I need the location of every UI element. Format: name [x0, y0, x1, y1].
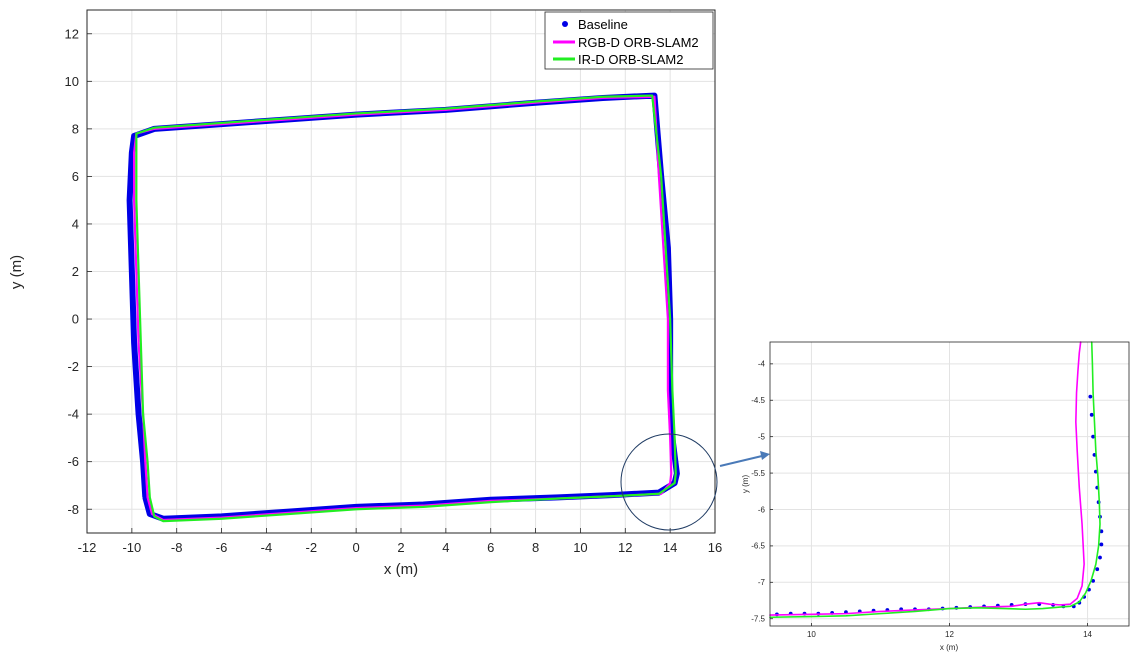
data-point-baseline — [129, 268, 135, 275]
data-point-baseline — [1089, 412, 1094, 417]
data-point-baseline — [1098, 555, 1102, 560]
x-tick-label: 14 — [663, 540, 677, 555]
y-tick-label: -6 — [67, 454, 79, 469]
x-tick-label: -6 — [216, 540, 228, 555]
zoom-arrow-head — [760, 451, 770, 460]
x-tick-label: -8 — [171, 540, 183, 555]
inset-tick-labels: 10 12 14 -7.5 -7 -6.5 -6 -5.5 -5 -4.5 -4 — [751, 360, 1092, 639]
data-point-baseline — [135, 411, 142, 417]
legend-label-baseline: Baseline — [578, 17, 628, 32]
y-tick-label: 8 — [72, 121, 79, 136]
series-line-rgb-d-orb-slam2 — [133, 95, 673, 522]
inset-x-axis-label: x (m) — [940, 643, 959, 652]
y-tick-label: 6 — [72, 169, 79, 184]
x-tick-label: -12 — [78, 540, 97, 555]
y-tick-label: 2 — [72, 264, 79, 279]
inset-plot: 10 12 14 -7.5 -7 -6.5 -6 -5.5 -5 -4.5 -4 x (m) y (… — [741, 341, 1130, 652]
legend: Baseline RGB-D ORB-SLAM2 IR-D ORB-SLAM2 — [544, 11, 714, 70]
main-plot: -12 -10 -8 -6 -4 -2 0 2 4 6 8 10 12 14 16 -8 -6 -4 -2 0 2 4 6 8… — [8, 9, 723, 578]
x-tick-label: 0 — [353, 540, 360, 555]
y-tick-label: -6.5 — [751, 542, 765, 551]
x-tick-label: 10 — [573, 540, 587, 555]
zoom-arrow — [719, 451, 770, 467]
x-tick-label: 12 — [618, 540, 632, 555]
data-point-baseline — [1091, 434, 1095, 439]
x-tick-label: 2 — [397, 540, 404, 555]
data-point-baseline — [131, 340, 137, 346]
zoom-arrow-shaft — [719, 455, 763, 467]
main-x-axis-label: x (m) — [384, 561, 418, 578]
series-band-baseline — [126, 92, 680, 522]
x-tick-label: 4 — [442, 540, 449, 555]
y-tick-label: -4.5 — [751, 396, 765, 405]
y-tick-label: 10 — [65, 74, 79, 89]
legend-label-rgbd: RGB-D ORB-SLAM2 — [578, 35, 699, 50]
x-tick-label: -10 — [122, 540, 141, 555]
data-point-baseline — [1095, 567, 1100, 572]
x-tick-label: 12 — [945, 630, 954, 639]
main-tick-labels: -12 -10 -8 -6 -4 -2 0 2 4 6 8 10 12 14 16 -8 -6 -4 -2 0 2 4 6 8… — [65, 26, 723, 555]
y-tick-label: 4 — [72, 217, 79, 232]
y-tick-label: -4 — [758, 360, 766, 369]
x-tick-label: -2 — [306, 540, 318, 555]
y-tick-label: -4 — [67, 407, 79, 422]
data-point-baseline — [127, 197, 133, 203]
y-tick-label: -7 — [758, 578, 766, 587]
data-point-baseline — [1099, 542, 1104, 547]
y-tick-label: -7.5 — [751, 615, 765, 624]
main-y-axis-label: y (m) — [8, 255, 25, 289]
main-series-layer — [126, 92, 680, 523]
legend-marker-baseline — [562, 21, 568, 27]
x-tick-label: 10 — [807, 630, 816, 639]
zoom-callout-circle — [620, 433, 718, 531]
series-line-rgb-d-orb-slam2 — [769, 341, 1085, 616]
inset-series-layer — [769, 341, 1104, 619]
x-tick-label: 6 — [487, 540, 494, 555]
x-tick-label: 14 — [1083, 630, 1092, 639]
y-tick-label: -6 — [758, 505, 766, 514]
data-point-baseline — [1088, 394, 1093, 399]
data-point-baseline — [1091, 578, 1095, 583]
y-tick-label: -2 — [67, 359, 79, 374]
y-tick-label: 12 — [65, 26, 79, 41]
inset-y-axis-label: y (m) — [741, 475, 750, 494]
data-point-baseline — [1099, 529, 1104, 534]
y-tick-label: -5 — [758, 432, 766, 441]
inset-grid — [770, 342, 1129, 626]
y-tick-label: -5.5 — [751, 469, 765, 478]
x-tick-label: 16 — [708, 540, 722, 555]
series-line-ir-d-orb-slam2 — [769, 341, 1101, 619]
legend-label-ird: IR-D ORB-SLAM2 — [578, 52, 683, 67]
y-tick-label: -8 — [67, 502, 79, 517]
x-tick-label: -4 — [261, 540, 273, 555]
x-tick-label: 8 — [532, 540, 539, 555]
series-line-ir-d-orb-slam2 — [135, 94, 677, 523]
y-tick-label: 0 — [72, 312, 79, 327]
